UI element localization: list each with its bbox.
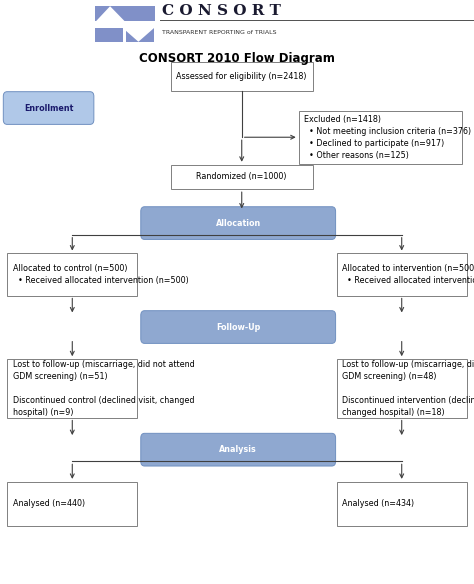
FancyBboxPatch shape <box>141 207 336 239</box>
FancyBboxPatch shape <box>171 165 313 189</box>
Text: Lost to follow-up (miscarriage, did not attend
GDM screening) (n=51)

Discontinu: Lost to follow-up (miscarriage, did not … <box>13 360 194 417</box>
Text: Analysis: Analysis <box>219 445 257 454</box>
Text: Allocated to control (n=500)
  • Received allocated intervention (n=500): Allocated to control (n=500) • Received … <box>13 264 189 285</box>
Polygon shape <box>96 6 125 22</box>
Text: C O N S O R T: C O N S O R T <box>163 4 281 18</box>
Text: Analysed (n=440): Analysed (n=440) <box>13 499 85 508</box>
Bar <box>95 6 155 22</box>
Bar <box>127 28 154 42</box>
Text: TRANSPARENT REPORTING of TRIALS: TRANSPARENT REPORTING of TRIALS <box>163 30 277 35</box>
Text: Allocated to intervention (n=500)
  • Received allocated intervention (n=500): Allocated to intervention (n=500) • Rece… <box>342 264 474 285</box>
FancyBboxPatch shape <box>299 111 462 164</box>
Polygon shape <box>123 28 154 42</box>
Text: Enrollment: Enrollment <box>24 103 73 113</box>
Text: Allocation: Allocation <box>216 218 261 228</box>
FancyBboxPatch shape <box>141 311 336 343</box>
Text: Analysed (n=434): Analysed (n=434) <box>342 499 414 508</box>
FancyBboxPatch shape <box>337 253 467 296</box>
FancyBboxPatch shape <box>337 359 467 418</box>
FancyBboxPatch shape <box>7 482 137 526</box>
FancyBboxPatch shape <box>337 482 467 526</box>
Text: Randomized (n=1000): Randomized (n=1000) <box>197 172 287 182</box>
FancyBboxPatch shape <box>3 92 94 124</box>
FancyBboxPatch shape <box>7 359 137 418</box>
FancyBboxPatch shape <box>141 433 336 466</box>
Text: Lost to follow-up (miscarriage, did not attend
GDM screening) (n=48)

Discontinu: Lost to follow-up (miscarriage, did not … <box>342 360 474 417</box>
Text: Follow-Up: Follow-Up <box>216 322 260 332</box>
FancyBboxPatch shape <box>171 62 313 91</box>
Text: Excluded (n=1418)
  • Not meeting inclusion criteria (n=376)
  • Declined to par: Excluded (n=1418) • Not meeting inclusio… <box>304 114 472 160</box>
FancyBboxPatch shape <box>7 253 137 296</box>
Text: Assessed for eligibility (n=2418): Assessed for eligibility (n=2418) <box>176 72 307 81</box>
Text: CONSORT 2010 Flow Diagram: CONSORT 2010 Flow Diagram <box>139 52 335 65</box>
Bar <box>95 28 123 42</box>
